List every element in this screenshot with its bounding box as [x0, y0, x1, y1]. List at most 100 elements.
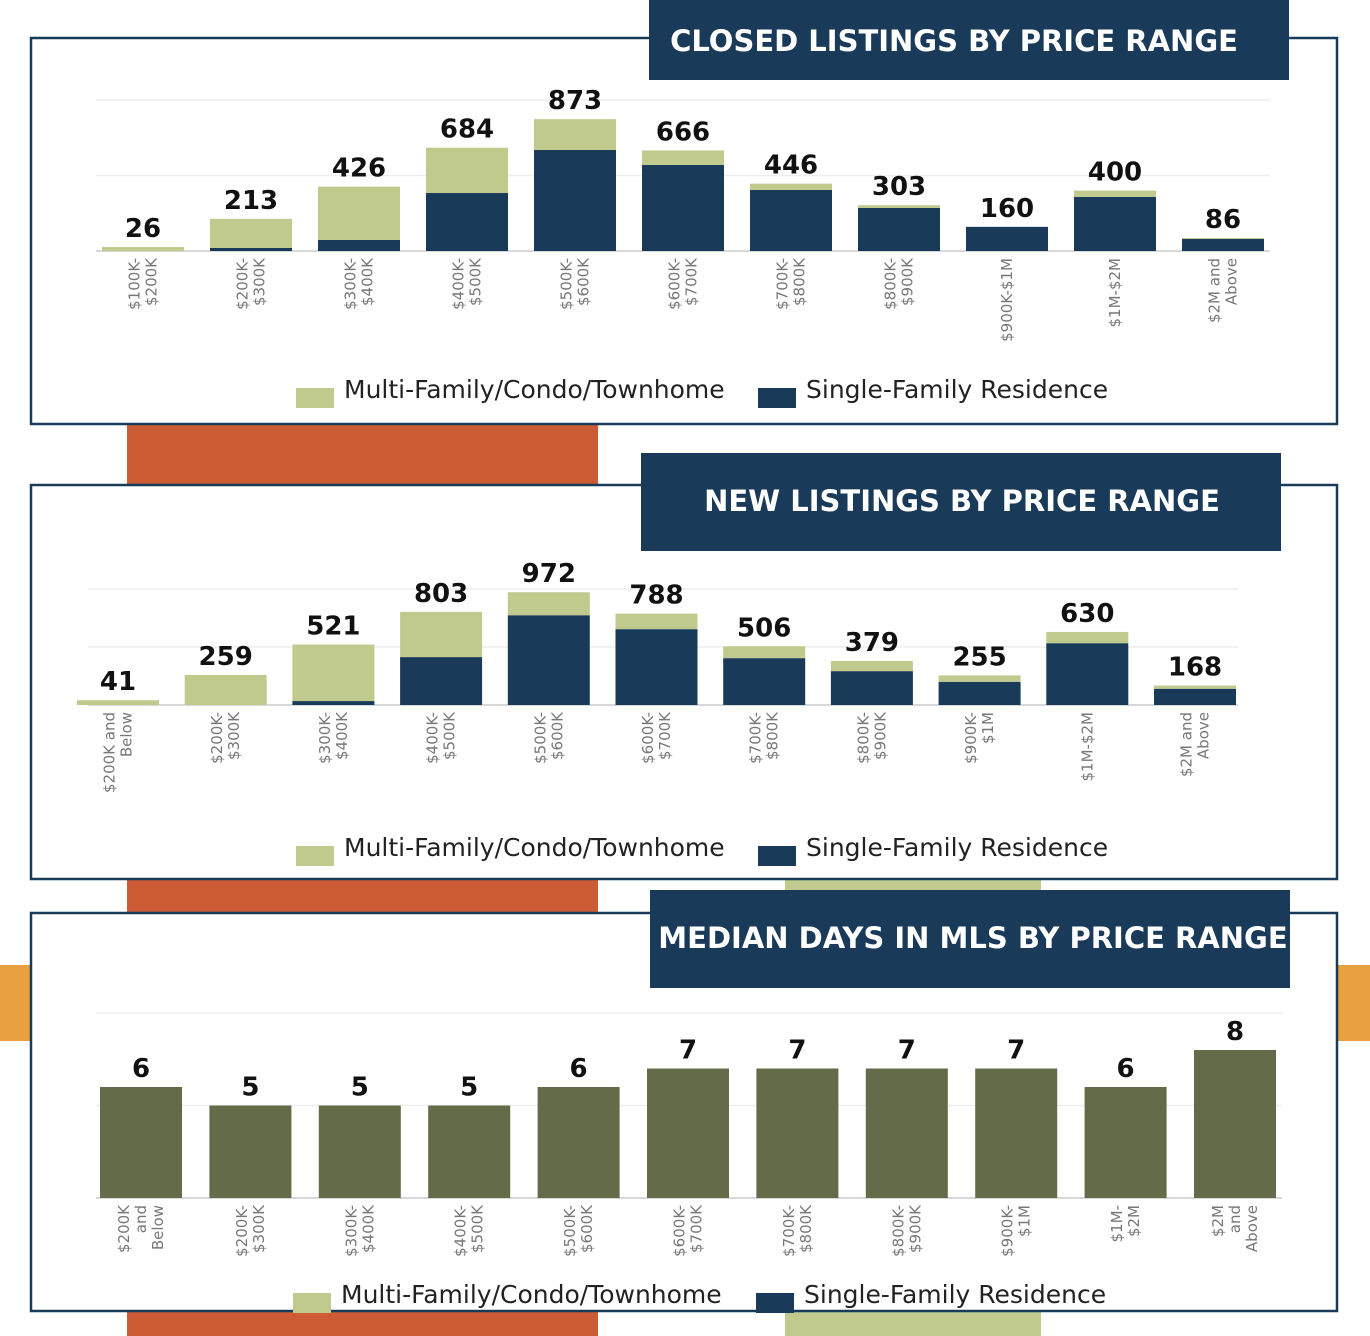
value-label: 8 — [1226, 1017, 1244, 1047]
x-tick-label: $2MandAbove — [1209, 1205, 1261, 1252]
bar-segment — [642, 150, 724, 165]
value-label: 972 — [522, 559, 576, 589]
x-tick-label: $500K-$600K — [561, 1204, 596, 1257]
bar — [428, 1105, 511, 1198]
legend-label: Multi-Family/Condo/Townhome — [344, 375, 725, 404]
x-tick-label: $200K-$300K — [234, 257, 269, 310]
legend-swatch — [758, 388, 796, 408]
bar — [318, 1105, 401, 1198]
value-label: 7 — [788, 1036, 806, 1066]
legend-label: Multi-Family/Condo/Townhome — [341, 1280, 722, 1309]
x-tick-label: $700K-$800K — [780, 1204, 815, 1257]
bar — [647, 1068, 729, 1198]
value-label: 426 — [332, 154, 386, 184]
value-label: 788 — [629, 581, 683, 611]
x-tick-label: $1M-$2M — [1078, 712, 1096, 781]
bar — [756, 1068, 839, 1198]
x-tick-label: $200K-$300K — [233, 1204, 268, 1257]
bar-segment — [1046, 643, 1129, 705]
x-tick-label: $500K-$600K — [558, 257, 593, 310]
bar-segment — [830, 661, 913, 672]
value-label: 379 — [845, 628, 899, 658]
x-tick-label: $400K-$500K — [452, 1204, 487, 1257]
bar-segment — [1154, 688, 1236, 705]
value-label: 506 — [737, 613, 791, 643]
value-label: 521 — [306, 612, 360, 642]
legend-swatch — [296, 388, 334, 408]
value-label: 630 — [1060, 599, 1114, 629]
bar-segment — [426, 193, 508, 251]
bar-segment — [210, 218, 292, 248]
bar-segment — [1154, 685, 1236, 689]
value-label: 41 — [100, 667, 136, 697]
chart-title: CLOSED LISTINGS BY PRICE RANGE — [670, 24, 1238, 58]
legend-label: Single-Family Residence — [804, 1280, 1106, 1309]
bar-segment — [1074, 190, 1156, 197]
bar-segment — [750, 189, 832, 251]
x-tick-label: $800K-$900K — [882, 257, 917, 310]
x-tick-label: $1M-$2M — [1108, 1205, 1143, 1242]
bar-segment — [858, 207, 940, 251]
value-label: 5 — [351, 1073, 369, 1103]
value-label: 684 — [440, 115, 494, 145]
x-tick-label: $800K-$900K — [854, 711, 889, 764]
x-tick-label: $600K-$700K — [666, 257, 701, 310]
bar-segment — [210, 247, 292, 251]
bar-segment — [1046, 631, 1129, 644]
chart-title: NEW LISTINGS BY PRICE RANGE — [704, 484, 1220, 518]
x-tick-label: $400K-$500K — [424, 711, 459, 764]
bar-segment — [642, 164, 724, 251]
legend-swatch — [756, 1293, 794, 1313]
bar-segment — [102, 247, 184, 251]
x-tick-label: $900K-$1M — [962, 712, 997, 764]
value-label: 86 — [1205, 205, 1241, 235]
bar-segment — [534, 119, 616, 150]
x-tick-label: $900K-$1M — [998, 258, 1016, 342]
x-tick-label: $900K-$1M — [999, 1205, 1034, 1257]
x-tick-label: $200K-$300K — [208, 711, 243, 764]
bar-segment — [400, 657, 483, 705]
x-tick-label: $200K andBelow — [101, 712, 136, 793]
bar-segment — [507, 615, 590, 705]
bar-segment — [615, 629, 698, 705]
value-label: 6 — [1117, 1054, 1135, 1084]
value-label: 5 — [241, 1073, 259, 1103]
bar-segment — [1182, 238, 1264, 251]
bar-segment — [292, 644, 375, 702]
bar — [975, 1068, 1058, 1198]
bar-segment — [1182, 238, 1264, 239]
bar-segment — [966, 226, 1048, 251]
value-label: 7 — [679, 1036, 697, 1066]
value-label: 6 — [132, 1054, 150, 1084]
bar-segment — [426, 147, 508, 194]
bar-segment — [830, 671, 913, 705]
legend-label: Single-Family Residence — [806, 375, 1108, 404]
bar-segment — [750, 183, 832, 190]
bar-segment — [938, 675, 1021, 682]
value-label: 259 — [199, 642, 253, 672]
bar-segment — [400, 611, 483, 658]
bar — [537, 1087, 620, 1198]
legend-swatch — [296, 846, 334, 866]
x-tick-label: $2M andAbove — [1178, 712, 1213, 777]
x-tick-label: $200KandBelow — [115, 1204, 167, 1253]
x-tick-label: $300K-$400K — [316, 711, 351, 764]
bar-segment — [318, 239, 400, 251]
value-label: 7 — [898, 1036, 916, 1066]
value-label: 168 — [1168, 653, 1222, 683]
value-label: 303 — [872, 172, 926, 202]
bar-segment — [723, 658, 806, 705]
legend-swatch — [758, 846, 796, 866]
bar — [865, 1068, 948, 1198]
value-label: 5 — [460, 1073, 478, 1103]
x-tick-label: $300K-$400K — [342, 1204, 377, 1257]
bar — [209, 1105, 292, 1198]
x-tick-label: $100K-$200K — [126, 257, 161, 310]
bar-segment — [292, 701, 375, 705]
bar — [1194, 1050, 1276, 1198]
x-tick-label: $600K-$700K — [639, 711, 674, 764]
value-label: 400 — [1088, 158, 1142, 188]
legend-label: Multi-Family/Condo/Townhome — [344, 833, 725, 862]
value-label: 7 — [1007, 1036, 1025, 1066]
